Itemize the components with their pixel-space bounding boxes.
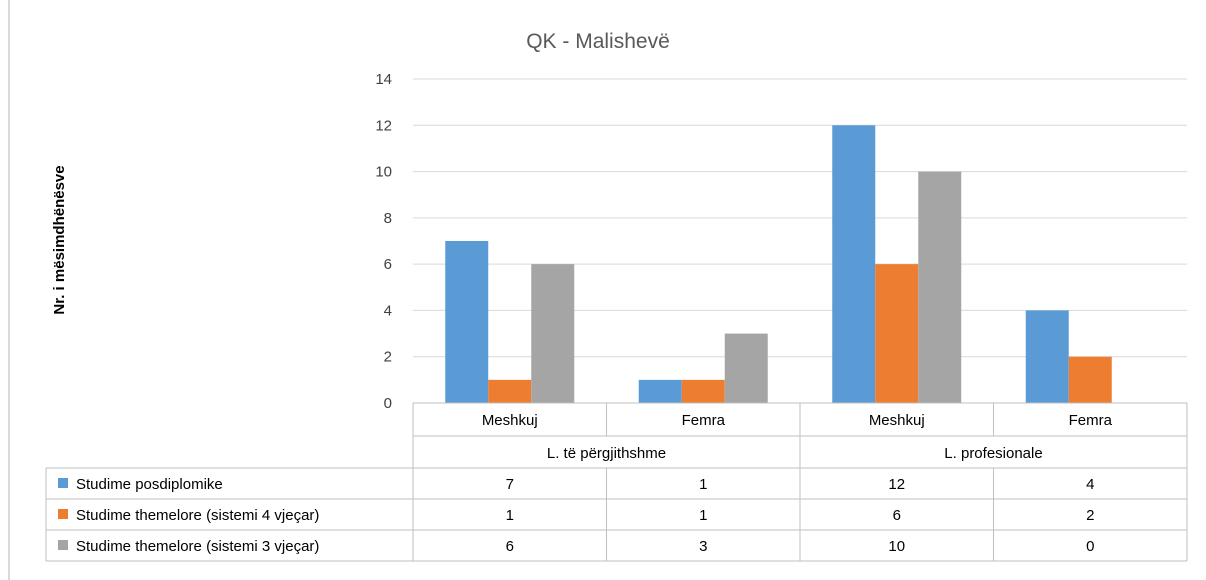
y-tick-label: 0 xyxy=(384,395,392,412)
group-label: L. profesionale xyxy=(944,445,1042,462)
y-tick-label: 10 xyxy=(375,164,392,181)
y-tick-label: 2 xyxy=(384,349,392,366)
bar xyxy=(875,264,919,403)
chart-title: QK - Malishevë xyxy=(526,30,670,53)
group-label: L. të përgjithshme xyxy=(547,445,666,462)
y-tick-label: 12 xyxy=(375,117,392,134)
data-value: 2 xyxy=(1086,507,1094,524)
data-value: 1 xyxy=(699,507,707,524)
legend-label: Studime themelore (sistemi 4 vjeçar) xyxy=(76,507,319,524)
category-label: Meshkuj xyxy=(869,412,925,429)
bar xyxy=(832,125,876,404)
bar xyxy=(638,379,682,403)
legend-label: Studime themelore (sistemi 3 vjeçar) xyxy=(76,538,319,555)
bar xyxy=(681,379,725,403)
bar xyxy=(531,264,575,403)
bar xyxy=(1025,310,1069,403)
data-table: Meshkuj Femra Meshkuj Femra L. të përgjithsh… xyxy=(45,402,1188,562)
bars xyxy=(445,125,1112,404)
data-value: 7 xyxy=(506,476,514,493)
category-label: Femra xyxy=(682,412,726,429)
y-tick-label: 4 xyxy=(384,302,392,319)
legend-swatch xyxy=(58,509,68,519)
data-value: 6 xyxy=(506,538,514,555)
data-value: 10 xyxy=(888,538,905,555)
data-value: 3 xyxy=(699,538,707,555)
data-value: 0 xyxy=(1086,538,1094,555)
data-value: 6 xyxy=(893,507,901,524)
data-value: 12 xyxy=(888,476,905,493)
legend-swatch xyxy=(58,478,68,488)
left-border xyxy=(8,0,10,580)
bar xyxy=(918,171,962,403)
data-value: 1 xyxy=(699,476,707,493)
bar xyxy=(488,379,532,403)
data-value: 1 xyxy=(506,507,514,524)
legend-label: Studime posdiplomike xyxy=(76,476,223,493)
bar xyxy=(445,241,489,403)
bar xyxy=(1068,356,1112,403)
bar xyxy=(724,333,768,403)
data-value: 4 xyxy=(1086,476,1094,493)
y-tick-label: 6 xyxy=(384,256,392,273)
category-label: Femra xyxy=(1069,412,1113,429)
y-tick-label: 8 xyxy=(384,210,392,227)
y-axis-label: Nr. i mësimdhënësve xyxy=(51,165,68,314)
category-label: Meshkuj xyxy=(482,412,538,429)
legend-swatch xyxy=(58,540,68,550)
y-tick-label: 14 xyxy=(375,71,392,88)
